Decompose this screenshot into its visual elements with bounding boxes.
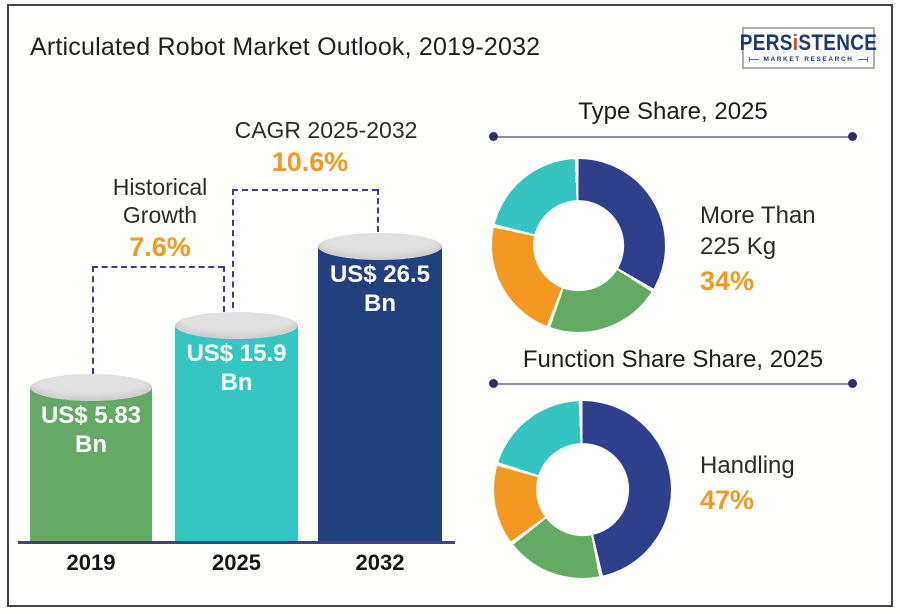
function-share-callout-label: Handling	[700, 452, 795, 479]
function-share-header: Function Share Share, 2025	[522, 346, 824, 373]
historical-bracket-horizontal	[92, 266, 224, 268]
type-share-donut	[492, 159, 665, 332]
bar-2019-body	[30, 387, 152, 543]
bar-2032-top-ellipse	[318, 233, 442, 260]
historical-bracket-right	[223, 266, 225, 312]
logo-subtitle-row: MARKET RESEARCH	[749, 55, 868, 63]
logo-right-tick	[857, 56, 868, 62]
logo-text-i: i	[792, 30, 799, 56]
divider-dot	[848, 379, 857, 388]
function-share-callout: Handling 47%	[700, 450, 850, 516]
bar-2032-value: US$ 26.5 Bn	[329, 261, 431, 317]
cagr-value: 10.6%	[271, 147, 349, 178]
logo-subtitle: MARKET RESEARCH	[763, 55, 854, 63]
historical-bracket-left	[92, 266, 94, 374]
axis-label-2019: 2019	[66, 550, 116, 575]
logo-left-tick	[749, 56, 760, 62]
type-share-callout-value: 34%	[700, 266, 755, 297]
bar-2025-value: US$ 15.9 Bn	[186, 340, 287, 396]
cagr-bracket-right	[377, 189, 379, 232]
axis-label-2032: 2032	[355, 550, 405, 575]
logo-text-post: STENCE	[798, 30, 878, 56]
historical-growth-annotation: Historical Growth 7.6%	[93, 173, 227, 263]
page-title: Articulated Robot Market Outlook, 2019-2…	[30, 33, 541, 61]
function-share-donut	[494, 401, 671, 578]
historical-growth-value: 7.6%	[129, 232, 191, 263]
donut-hole	[535, 442, 630, 537]
axis-label-2025: 2025	[212, 550, 261, 575]
persistence-logo: PERSiSTENCE MARKET RESEARCH	[740, 27, 877, 69]
type-share-callout-label: More Than 225 Kg	[700, 202, 816, 261]
bar-2025-top-ellipse	[175, 312, 298, 339]
bar-2025-body	[175, 325, 298, 543]
bar-2019-top-ellipse	[30, 374, 152, 401]
divider-dot	[489, 379, 498, 388]
divider-dot	[489, 132, 498, 141]
function-share-callout-value: 47%	[700, 485, 755, 516]
type-share-divider	[493, 136, 852, 138]
bar-2019-value: US$ 5.83 Bn	[40, 402, 142, 458]
historical-growth-label: Historical Growth	[112, 174, 208, 229]
cagr-label: CAGR 2025-2032	[234, 117, 418, 143]
x-axis-baseline	[18, 541, 455, 544]
type-share-callout: More Than 225 Kg 34%	[700, 200, 850, 297]
cagr-bracket-left	[232, 189, 234, 308]
cagr-annotation: CAGR 2025-2032 10.6%	[233, 116, 419, 178]
logo-text-pre: PERS	[739, 30, 793, 56]
bar-2019: US$ 5.83 Bn	[30, 374, 152, 543]
function-share-divider	[493, 383, 852, 385]
cagr-bracket-horizontal	[232, 189, 378, 191]
bar-2025: US$ 15.9 Bn	[175, 312, 298, 543]
divider-dot	[848, 132, 857, 141]
type-share-header: Type Share, 2025	[578, 98, 768, 125]
donut-hole	[532, 199, 625, 292]
bar-2032: US$ 26.5 Bn	[318, 233, 442, 543]
card-border	[7, 4, 893, 607]
logo-wordmark: PERSiSTENCE	[740, 32, 877, 54]
bar-2032-body	[318, 246, 442, 543]
